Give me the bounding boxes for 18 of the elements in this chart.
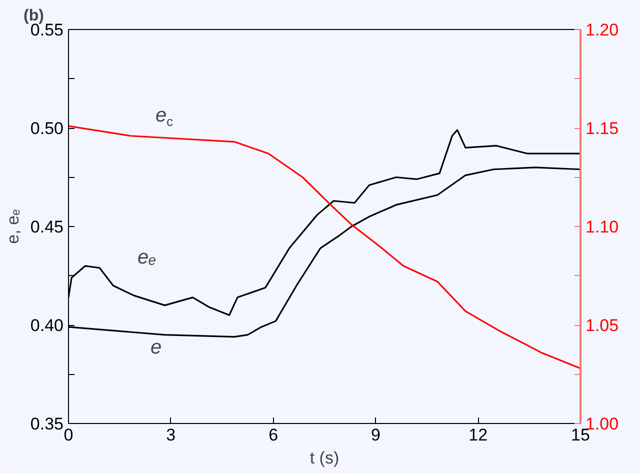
text: 1.20: [586, 20, 619, 40]
x-tick-label: 6: [268, 426, 278, 444]
annotation: eₑ: [138, 246, 156, 268]
text: 0.50: [30, 119, 64, 138]
y-axis-title: e, eₑ: [3, 209, 22, 244]
x-tick-label: 9: [370, 426, 380, 444]
text: 0.40: [30, 316, 64, 335]
x-tick-label: 3: [166, 426, 176, 444]
x-tick-label: 0: [64, 426, 74, 444]
annotation: e: [150, 336, 162, 358]
y2-tick-label: 1.15: [586, 119, 619, 138]
x-axis-title: t (s): [310, 448, 340, 468]
y-tick-label: 0.35: [30, 414, 64, 434]
x-tick-label: 12: [468, 426, 488, 444]
line-series: [68, 125, 580, 370]
y2-tick-label: 1.05: [586, 316, 619, 335]
text: 1.10: [586, 218, 619, 236]
y-tick-label: 0.45: [30, 218, 64, 236]
